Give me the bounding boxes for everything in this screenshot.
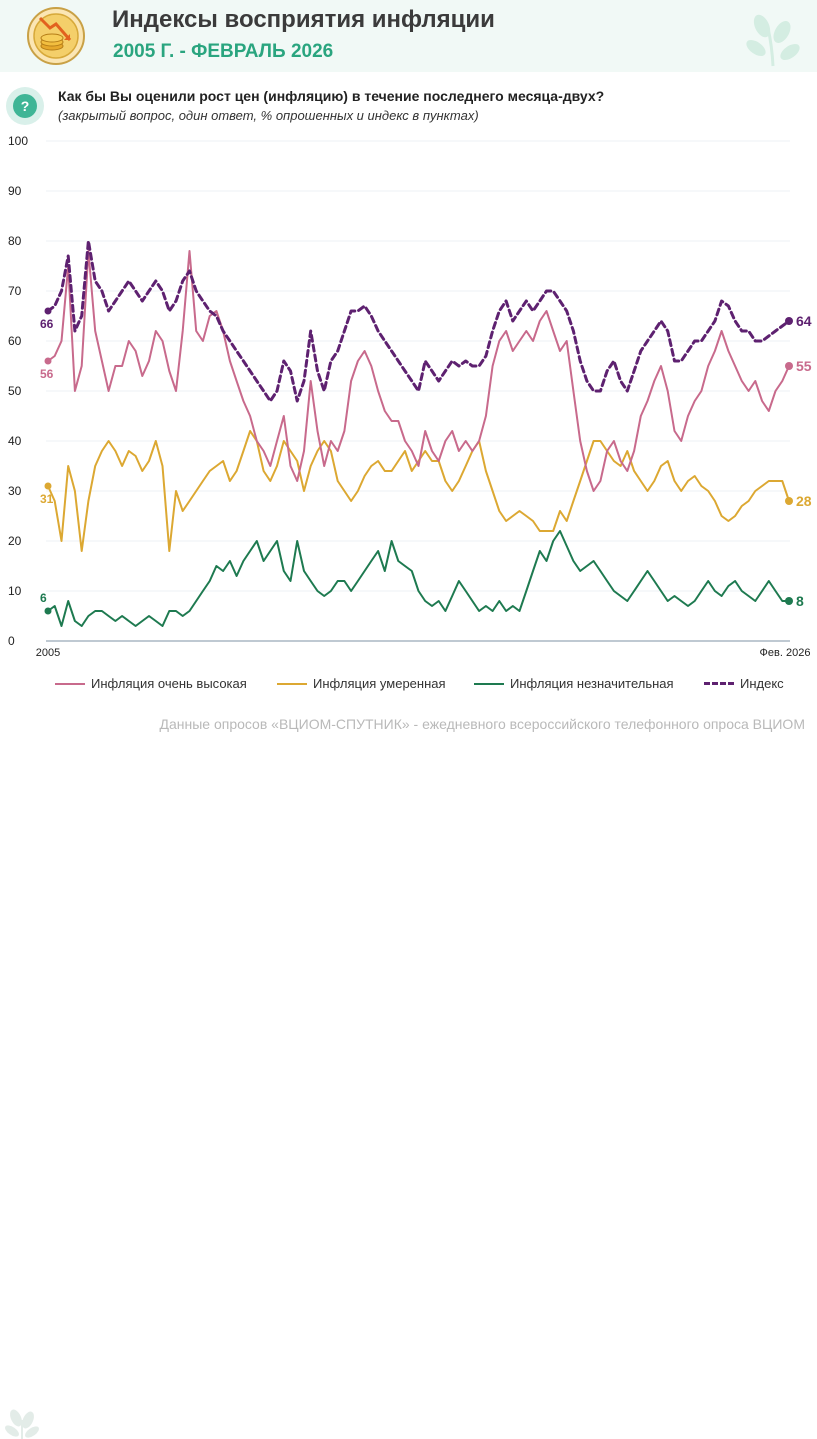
series-start-dot-index (44, 307, 52, 315)
chart-legend: Инфляция очень высокая Инфляция умеренна… (0, 668, 817, 698)
legend-item-insignificant: Инфляция незначительная (474, 676, 674, 691)
page-title: Индексы восприятия инфляции (112, 6, 495, 33)
series-line-very-high (47, 250, 790, 492)
inflation-line-chart: 0 10 20 30 40 50 60 70 80 90 100 2005 Фев. 2026 31… (8, 134, 812, 659)
series-start-dot-very-high (44, 357, 52, 365)
series-start-label-insignificant: 6 (40, 591, 47, 605)
series-end-label-insignificant: 8 (796, 593, 804, 609)
series-line-insignificant (47, 530, 790, 627)
y-tick-label: 0 (8, 634, 15, 648)
series-end-dot-very-high (785, 362, 793, 370)
y-tick-label: 60 (8, 334, 22, 348)
header: Индексы восприятия инфляции 2005 Г. - ФЕ… (0, 0, 817, 72)
legend-item-very-high: Инфляция очень высокая (55, 676, 247, 691)
y-tick-label: 70 (8, 284, 22, 298)
series-end-label-moderate: 28 (796, 493, 812, 509)
leaf-footer-icon (5, 1409, 39, 1439)
y-tick-label: 20 (8, 534, 22, 548)
survey-question: Как бы Вы оценили рост цен (инфляцию) в … (58, 88, 605, 104)
y-tick-label: 10 (8, 584, 22, 598)
series-end-label-very-high: 55 (796, 358, 812, 374)
y-tick-label: 30 (8, 484, 22, 498)
question-icon: ? (6, 87, 44, 125)
legend-label-index: Индекс (740, 676, 784, 691)
inflation-coins-logo-icon (27, 7, 85, 65)
series-end-dot-index (785, 317, 793, 325)
series-start-dot-insignificant (44, 607, 52, 615)
series-end-label-index: 64 (796, 313, 812, 329)
svg-text:?: ? (21, 98, 30, 114)
series-start-dot-moderate (44, 482, 52, 490)
y-tick-label: 50 (8, 384, 22, 398)
series-start-label-index: 66 (40, 317, 54, 331)
legend-label-very-high: Инфляция очень высокая (91, 676, 247, 691)
y-tick-label: 90 (8, 184, 22, 198)
legend-item-moderate: Инфляция умеренная (277, 676, 446, 691)
x-tick-label-start: 2005 (36, 647, 60, 659)
page-subtitle: 2005 Г. - ФЕВРАЛЬ 2026 (113, 41, 334, 62)
series-line-index (46, 239, 791, 403)
legend-label-insignificant: Инфляция незначительная (510, 676, 674, 691)
legend-item-index: Индекс (704, 676, 784, 691)
y-tick-label: 100 (8, 134, 28, 148)
series-start-label-moderate: 31 (40, 492, 54, 506)
y-tick-label: 40 (8, 434, 22, 448)
legend-label-moderate: Инфляция умеренная (313, 676, 446, 691)
legend-swatch-insignificant (474, 682, 504, 685)
y-tick-label: 80 (8, 234, 22, 248)
footer: Данные опросов «ВЦИОМ-СПУТНИК» - ежеднев… (0, 700, 817, 1439)
series-start-label-very-high: 56 (40, 367, 54, 381)
x-axis: 2005 Фев. 2026 (36, 640, 811, 659)
y-axis: 0 10 20 30 40 50 60 70 80 90 100 (8, 134, 790, 648)
legend-swatch-very-high (55, 682, 85, 685)
x-tick-label-end: Фев. 2026 (760, 647, 811, 659)
series-end-dot-insignificant (785, 597, 793, 605)
series-layer: 31 28 6 8 56 55 66 64 (40, 239, 812, 627)
source-note: Данные опросов «ВЦИОМ-СПУТНИК» - ежеднев… (159, 716, 805, 732)
survey-question-note: (закрытый вопрос, один ответ, % опрошенн… (58, 108, 479, 123)
legend-swatch-moderate (277, 682, 307, 685)
leaf-decoration-icon (746, 14, 800, 67)
series-end-dot-moderate (785, 497, 793, 505)
legend-swatch-index (704, 682, 734, 685)
